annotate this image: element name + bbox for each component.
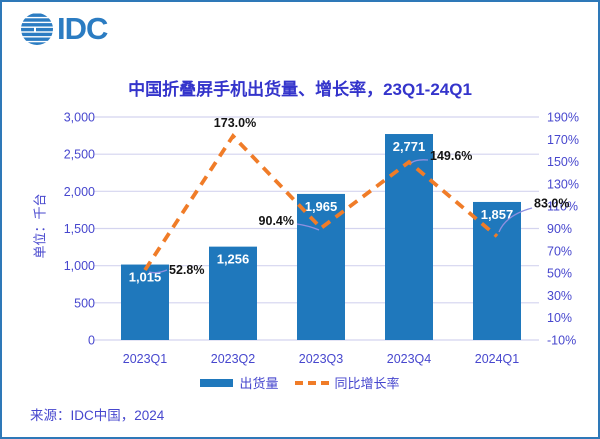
y-axis-tick-label: 2,000 [64, 185, 95, 199]
y2-axis-tick-label: 50% [547, 267, 572, 281]
bar-value-label: 2,771 [393, 139, 426, 154]
source-note: 来源：IDC中国，2024 [30, 408, 165, 423]
y-axis-tick-label: 2,500 [64, 148, 95, 162]
bar-value-label: 1,256 [217, 252, 250, 267]
legend-item-growth: 同比增长率 [294, 373, 400, 392]
bar-2024Q1 [473, 201, 521, 340]
growth-value-label: 90.4% [259, 214, 294, 228]
label-leader-line [296, 223, 320, 231]
growth-dash-icon [294, 380, 329, 385]
label-leader-line [148, 269, 168, 274]
growth-value-label: 149.6% [430, 149, 472, 163]
y2-axis-tick-label: 90% [547, 222, 572, 236]
chart-title: 中国折叠屏手机出货量、增长率，23Q1-24Q1 [128, 80, 472, 99]
bar-2023Q4 [385, 134, 433, 340]
legend-label-growth: 同比增长率 [334, 376, 400, 391]
bar-value-label: 1,015 [129, 270, 162, 285]
y2-axis-tick-label: 110% [547, 200, 578, 214]
y2-axis-tick-label: -10% [547, 334, 576, 348]
y2-axis-tick-label: 130% [547, 177, 579, 191]
growth-value-label: 52.8% [169, 263, 204, 277]
legend-label-shipments: 出货量 [239, 376, 279, 391]
bar-2023Q2 [209, 246, 257, 340]
y2-axis-tick-label: 70% [547, 244, 572, 258]
idc-globe-icon [21, 13, 53, 45]
x-axis-tick-label: 2023Q1 [123, 352, 168, 366]
x-axis-tick-label: 2024Q1 [475, 352, 520, 366]
growth-value-label: 173.0% [214, 116, 256, 130]
y-axis-tick-label: 1,500 [64, 222, 95, 236]
bar-2023Q1 [121, 264, 169, 340]
y2-axis-tick-label: 170% [547, 133, 579, 147]
x-axis-tick-label: 2023Q4 [387, 352, 432, 366]
shipments-swatch-icon [200, 378, 234, 387]
y-axis-tick-label: 3,000 [64, 111, 95, 125]
legend: 出货量 同比增长率 [2, 373, 598, 392]
label-leader-line [410, 159, 429, 164]
y-axis-tick-label: 500 [74, 296, 95, 310]
legend-item-shipments: 出货量 [200, 373, 279, 392]
growth-value-label: 83.0% [534, 196, 569, 210]
x-axis-tick-label: 2023Q3 [299, 352, 344, 366]
y-axis-tick-label: 1,000 [64, 259, 95, 273]
x-axis-tick-label: 2023Q2 [211, 352, 256, 366]
idc-logo: IDC [20, 11, 108, 46]
y2-axis-tick-label: 150% [547, 155, 579, 169]
bar-value-label: 1,857 [481, 207, 514, 222]
y2-axis-tick-label: 10% [547, 311, 572, 325]
label-leader-line [498, 207, 533, 233]
y-axis-tick-label: 0 [88, 334, 95, 348]
y2-axis-tick-label: 30% [547, 289, 572, 303]
idc-logo-text: IDC [57, 11, 108, 46]
y2-axis-tick-label: 190% [547, 111, 579, 125]
growth-line [143, 132, 499, 272]
bar-value-label: 1,965 [305, 199, 338, 214]
